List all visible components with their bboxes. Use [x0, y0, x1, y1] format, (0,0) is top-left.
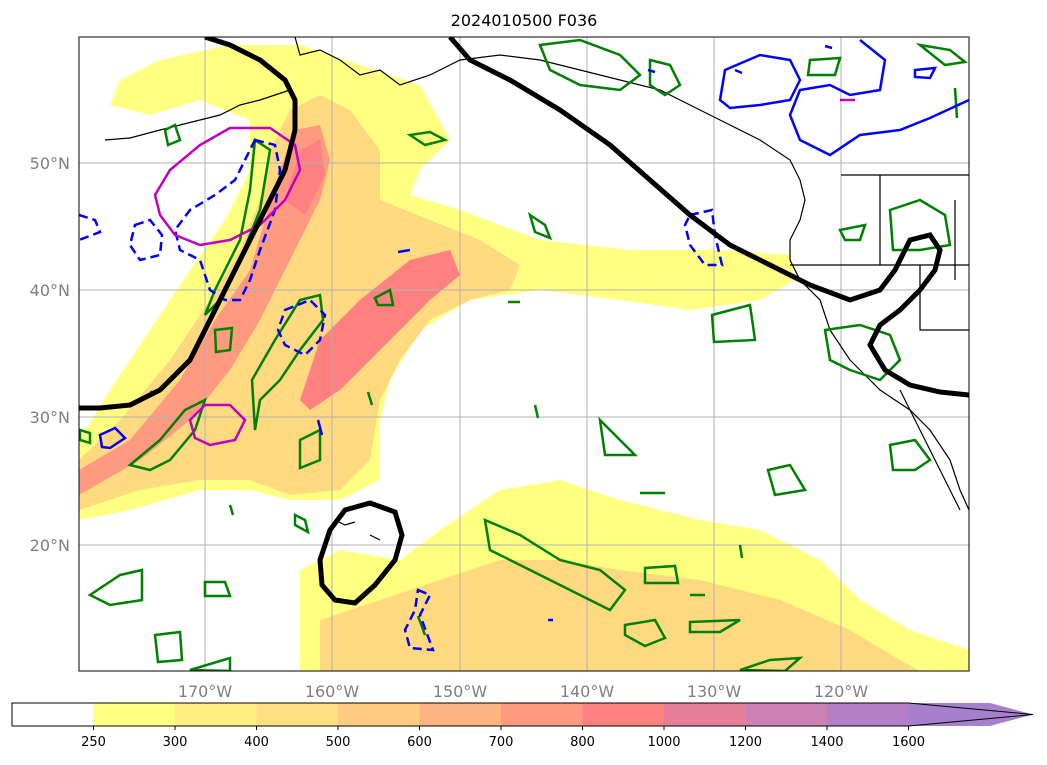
colorbar-segment: [93, 703, 176, 726]
colorbar-tick-label: 700: [489, 735, 514, 750]
colorbar-outline: [11, 702, 1034, 727]
colorbar-tick-label: 1600: [892, 735, 925, 750]
map-title: 2024010500 F036: [451, 11, 598, 30]
map-frame: [78, 36, 970, 672]
colorbar-segment: [175, 703, 257, 726]
map-area: [79, 37, 969, 671]
lon-label: 170°W: [178, 682, 233, 701]
colorbar-tick-label: 500: [326, 735, 351, 750]
colorbar-segment: [338, 703, 420, 726]
colorbar-segment: [745, 703, 828, 726]
magenta-contours: [153, 98, 855, 447]
lon-label: 160°W: [305, 682, 360, 701]
colorbar-segment: [256, 703, 339, 726]
blue-dashed-contours: [79, 138, 724, 652]
colorbar-segment: [827, 703, 909, 726]
colorbar-tick-label: 400: [244, 735, 269, 750]
lat-label: 30°N: [30, 408, 70, 427]
colorbar-tick-label: 300: [163, 735, 188, 750]
coastlines: [104, 37, 969, 541]
green-contours: [79, 38, 969, 671]
lat-label: 50°N: [30, 154, 70, 173]
black-contours: [79, 37, 969, 606]
colorbar-tick-label: 600: [407, 735, 432, 750]
lon-label: 150°W: [433, 682, 488, 701]
colorbar-segment: [419, 703, 502, 726]
colorbar: 250 300 400 500 600 700 800 1000 1200 1400 1600: [11, 702, 1034, 750]
colorbar-extend-arrow: [908, 703, 1033, 726]
colorbar-segment: [664, 703, 746, 726]
colorbar-tick-label: 1200: [729, 735, 762, 750]
lat-label: 40°N: [30, 281, 70, 300]
colorbar-tick-label: 1000: [647, 735, 680, 750]
colorbar-segment: [501, 703, 583, 726]
colorbar-segment: [12, 703, 94, 726]
lon-label: 130°W: [687, 682, 742, 701]
lon-label: 140°W: [560, 682, 615, 701]
colorbar-segment: [582, 703, 665, 726]
longitude-axis: 170°W 160°W 150°W 140°W 130°W 120°W: [178, 682, 869, 701]
lon-label: 120°W: [814, 682, 869, 701]
colorbar-tick-label: 1400: [810, 735, 843, 750]
blue-contours: [98, 39, 969, 622]
lat-label: 20°N: [30, 536, 70, 555]
colorbar-tick-label: 800: [570, 735, 595, 750]
latitude-axis: 50°N 40°N 30°N 20°N: [30, 154, 70, 555]
colorbar-tick-label: 250: [81, 735, 106, 750]
